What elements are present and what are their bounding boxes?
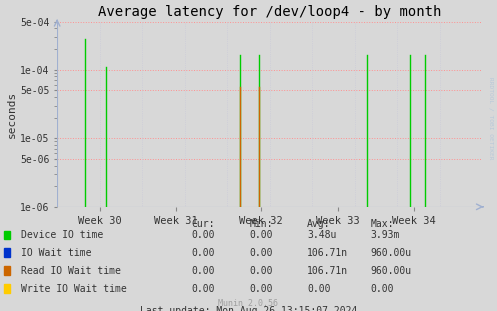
- Text: Avg:: Avg:: [307, 219, 331, 229]
- Text: 3.93m: 3.93m: [370, 230, 400, 240]
- Text: Device IO time: Device IO time: [21, 230, 103, 240]
- Text: Last update: Mon Aug 26 13:15:07 2024: Last update: Mon Aug 26 13:15:07 2024: [140, 306, 357, 311]
- Text: 3.48u: 3.48u: [307, 230, 336, 240]
- Text: 0.00: 0.00: [370, 284, 394, 294]
- Text: 960.00u: 960.00u: [370, 248, 412, 258]
- Text: Max:: Max:: [370, 219, 394, 229]
- Text: Write IO Wait time: Write IO Wait time: [21, 284, 127, 294]
- Text: Min:: Min:: [249, 219, 273, 229]
- Text: Read IO Wait time: Read IO Wait time: [21, 266, 121, 276]
- Text: Cur:: Cur:: [191, 219, 215, 229]
- Text: 960.00u: 960.00u: [370, 266, 412, 276]
- Text: 0.00: 0.00: [191, 266, 215, 276]
- Title: Average latency for /dev/loop4 - by month: Average latency for /dev/loop4 - by mont…: [98, 5, 441, 19]
- Text: 0.00: 0.00: [249, 284, 273, 294]
- Text: 0.00: 0.00: [191, 230, 215, 240]
- Text: 0.00: 0.00: [249, 248, 273, 258]
- Text: RRDTOOL / TOBI OETIKER: RRDTOOL / TOBI OETIKER: [489, 77, 494, 160]
- Text: 106.71n: 106.71n: [307, 266, 348, 276]
- Text: 0.00: 0.00: [191, 284, 215, 294]
- Text: 106.71n: 106.71n: [307, 248, 348, 258]
- Text: 0.00: 0.00: [307, 284, 331, 294]
- Text: 0.00: 0.00: [249, 230, 273, 240]
- Text: Munin 2.0.56: Munin 2.0.56: [219, 299, 278, 308]
- Y-axis label: seconds: seconds: [7, 91, 17, 138]
- Text: IO Wait time: IO Wait time: [21, 248, 91, 258]
- Text: 0.00: 0.00: [191, 248, 215, 258]
- Text: 0.00: 0.00: [249, 266, 273, 276]
